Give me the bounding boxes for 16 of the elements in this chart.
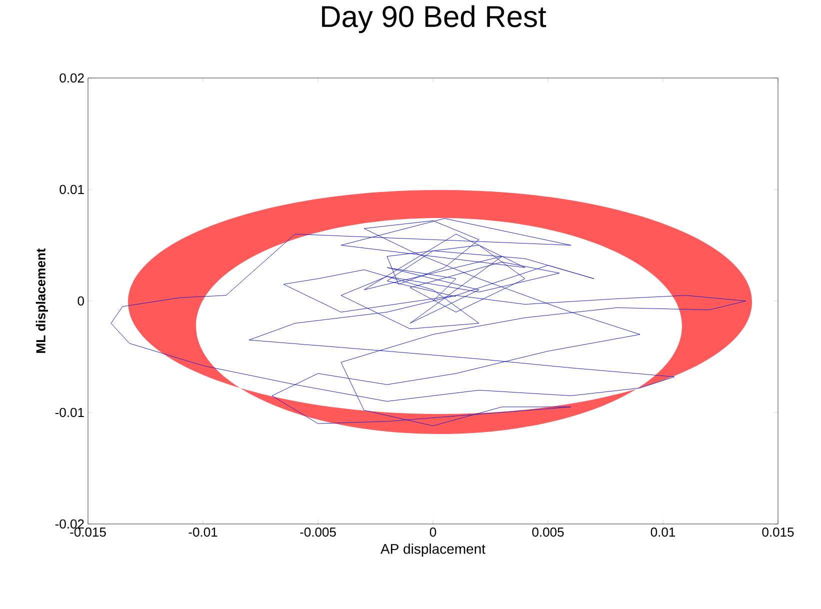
x-tick-label: -0.01 xyxy=(188,528,218,537)
y-tick-label: -0.02 xyxy=(55,519,84,529)
chart-title: Day 90 Bed Rest xyxy=(322,5,546,34)
x-tick-label: 0 xyxy=(430,528,436,537)
y-tick-label: 0.02 xyxy=(60,73,84,83)
y-tick-label: 0 xyxy=(78,296,84,306)
y-axis-title: ML displacement xyxy=(36,248,48,353)
x-tick-label: -0.015 xyxy=(70,528,106,537)
x-tick-label: -0.005 xyxy=(300,528,336,537)
x-tick-label: 0.005 xyxy=(532,528,564,537)
y-tick-label: 0.01 xyxy=(60,184,84,194)
x-tick-label: 0.015 xyxy=(762,528,794,537)
x-tick-label: 0.01 xyxy=(650,528,676,537)
line-series xyxy=(110,218,746,426)
y-tick-label: -0.01 xyxy=(55,408,84,418)
x-axis-title: AP displacement xyxy=(380,544,486,557)
